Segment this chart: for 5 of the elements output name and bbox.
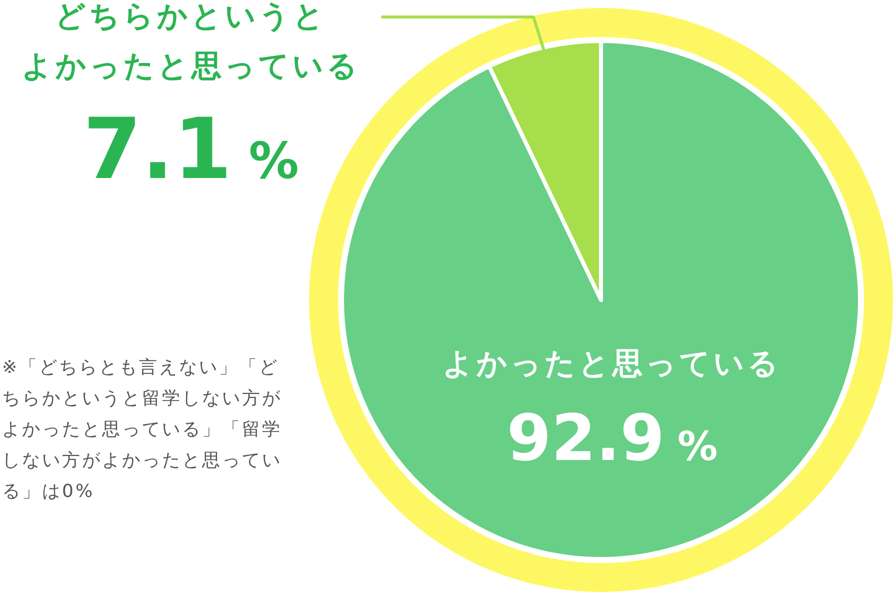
data-label: 7.1% (83, 100, 299, 198)
slice-label: どちらかというとよかったと思っている (22, 0, 360, 84)
data-label: 92.9% (506, 402, 718, 476)
slice-label: よかったと思っている (442, 346, 782, 382)
text: ※「どちらとも言えない」「どちらかというと留学しない方がよかったと思っている」「留学しない方がよかったと思っている」は0% (2, 356, 283, 504)
